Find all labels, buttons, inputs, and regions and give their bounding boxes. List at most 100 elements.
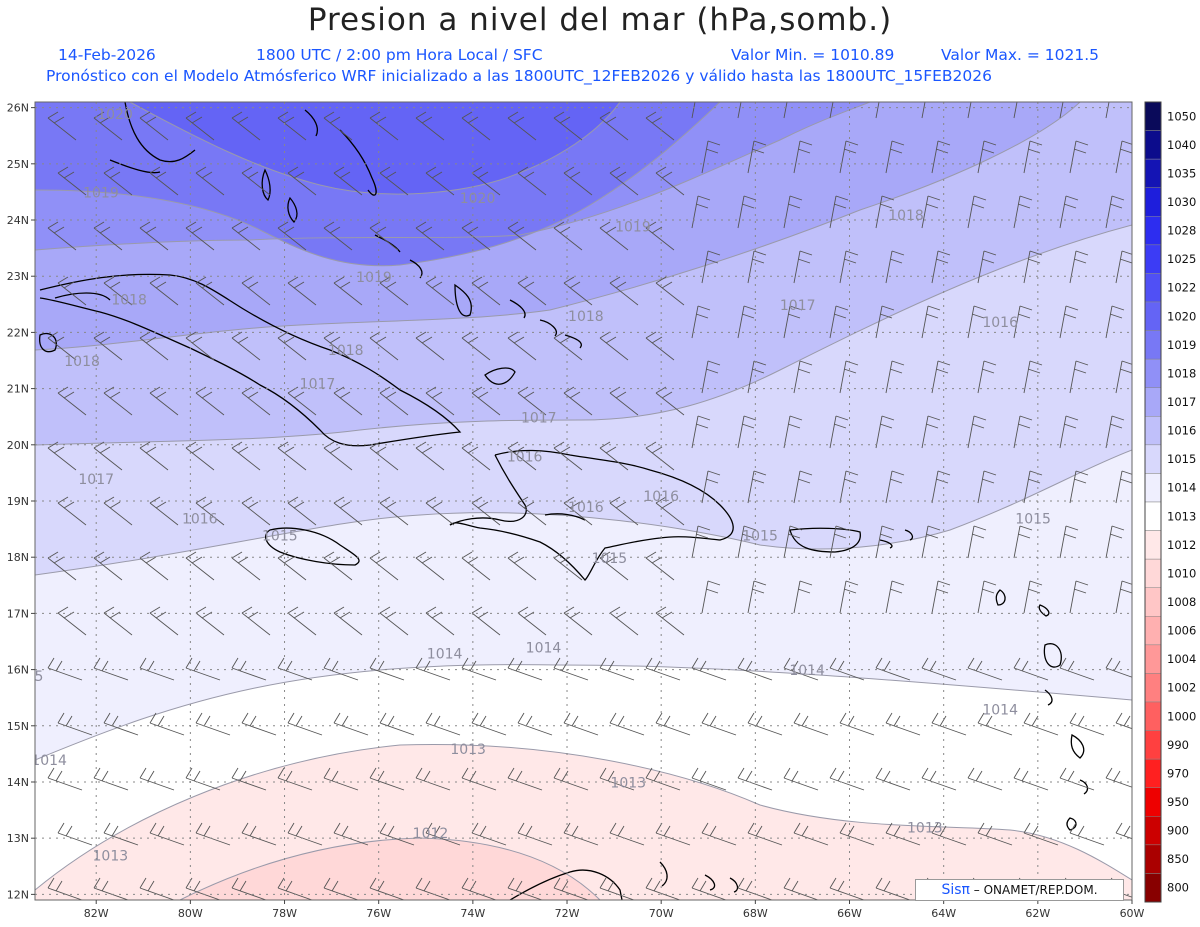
wind-barb — [103, 606, 133, 636]
colorbar-swatch — [1144, 301, 1162, 331]
colorbar-label: 990 — [1167, 738, 1189, 752]
wind-barb — [323, 877, 359, 900]
lat-label: 13N — [7, 832, 29, 845]
lat-label: 15N — [7, 720, 29, 733]
wind-barb — [1069, 580, 1089, 614]
colorbar-label: 1022 — [1167, 281, 1196, 295]
contour-label: 1019 — [356, 270, 392, 286]
wind-barb — [737, 195, 757, 229]
wind-barb — [967, 415, 987, 449]
wind-barb — [829, 525, 849, 559]
colorbar-label: 800 — [1167, 881, 1189, 895]
wind-barb — [701, 580, 721, 614]
wind-barb — [195, 822, 231, 846]
wind-barb — [931, 250, 951, 284]
wind-barb — [231, 657, 267, 681]
wind-barb — [323, 767, 359, 791]
wind-barb — [277, 441, 307, 471]
wind-barb — [507, 111, 537, 141]
coastlines — [39, 102, 1089, 900]
wind-barb — [149, 822, 185, 846]
contour-label: 1018 — [568, 309, 604, 325]
contour-label: 1014 — [982, 703, 1018, 719]
wind-barb — [977, 470, 997, 504]
wind-barb — [875, 415, 895, 449]
wind-barb — [517, 712, 553, 736]
wind-barb — [333, 496, 363, 526]
wind-barb — [1013, 102, 1018, 119]
wind-barb — [977, 580, 997, 614]
wind-barb — [701, 360, 721, 394]
wind-barb — [1115, 712, 1132, 730]
colorbar-label: 1000 — [1167, 709, 1196, 723]
contour-label: 1016 — [568, 500, 604, 516]
colorbar-label: 1040 — [1167, 138, 1196, 152]
wind-barb — [967, 525, 987, 559]
wind-barb — [655, 276, 685, 306]
wind-barb — [149, 386, 179, 416]
wind-barb — [839, 712, 875, 736]
wind-barb — [599, 551, 629, 581]
wind-barb — [57, 276, 87, 306]
wind-barb — [701, 822, 737, 846]
colorbar-label: 850 — [1167, 852, 1189, 866]
colorbar-label: 1017 — [1167, 395, 1196, 409]
contour-label: 1012 — [413, 826, 449, 842]
wind-barb — [737, 102, 742, 119]
colorbar-label: 1014 — [1167, 481, 1196, 495]
wind-barb — [609, 276, 639, 306]
credit-text: – ONAMET/REP.DOM. — [969, 883, 1098, 897]
forecast-time: 1800 UTC / 2:00 pm Hora Local / SFC — [256, 46, 543, 64]
wind-barb — [1023, 712, 1059, 736]
wind-barb — [231, 551, 261, 581]
lon-label: 78W — [272, 907, 297, 920]
colorbar-swatch — [1144, 558, 1162, 588]
contour-label: 1015 — [1015, 511, 1051, 527]
wind-barb — [875, 657, 911, 681]
wind-barb — [967, 102, 972, 119]
wind-barb — [287, 276, 317, 306]
lon-label: 66W — [837, 907, 862, 920]
wind-barb — [793, 140, 813, 174]
wind-barb — [461, 441, 491, 471]
colorbar-label: 1035 — [1167, 166, 1196, 180]
wind-barb — [609, 386, 639, 416]
wind-barb — [655, 496, 685, 526]
wind-barb — [323, 331, 353, 361]
wind-barb — [931, 822, 967, 846]
wind-barb — [783, 525, 803, 559]
forecast-date: 14-Feb-2026 — [58, 46, 156, 64]
lon-label: 70W — [649, 907, 674, 920]
wind-barb — [783, 415, 803, 449]
wind-barb — [139, 767, 175, 791]
wind-barb — [333, 712, 369, 736]
wind-barb — [747, 580, 767, 614]
wind-barb — [149, 712, 185, 736]
wind-barb — [241, 166, 271, 196]
wind-barb — [507, 221, 537, 251]
wind-barb — [507, 331, 537, 361]
wind-barb — [93, 331, 123, 361]
colorbar-swatch — [1144, 701, 1162, 731]
wind-barb — [645, 551, 675, 581]
wind-barb — [793, 822, 829, 846]
wind-barb — [231, 331, 261, 361]
wind-barb — [425, 496, 455, 526]
lon-label: 80W — [178, 907, 203, 920]
wind-barb — [1115, 470, 1132, 504]
colorbar-label: 1030 — [1167, 195, 1196, 209]
wind-barb — [609, 496, 639, 526]
contour-label: 1013 — [450, 742, 486, 758]
wind-barb — [691, 525, 711, 559]
wind-barb — [691, 102, 696, 119]
wind-barb — [1105, 102, 1110, 119]
wind-barb — [139, 441, 169, 471]
wind-barb — [333, 606, 363, 636]
contour-label: 1016 — [643, 489, 679, 505]
contour-label: 1017 — [300, 377, 336, 393]
wind-barb — [139, 877, 175, 900]
wind-barb — [875, 525, 895, 559]
wind-barb — [931, 580, 951, 614]
wind-barb — [287, 386, 317, 416]
wind-barb — [599, 221, 629, 251]
